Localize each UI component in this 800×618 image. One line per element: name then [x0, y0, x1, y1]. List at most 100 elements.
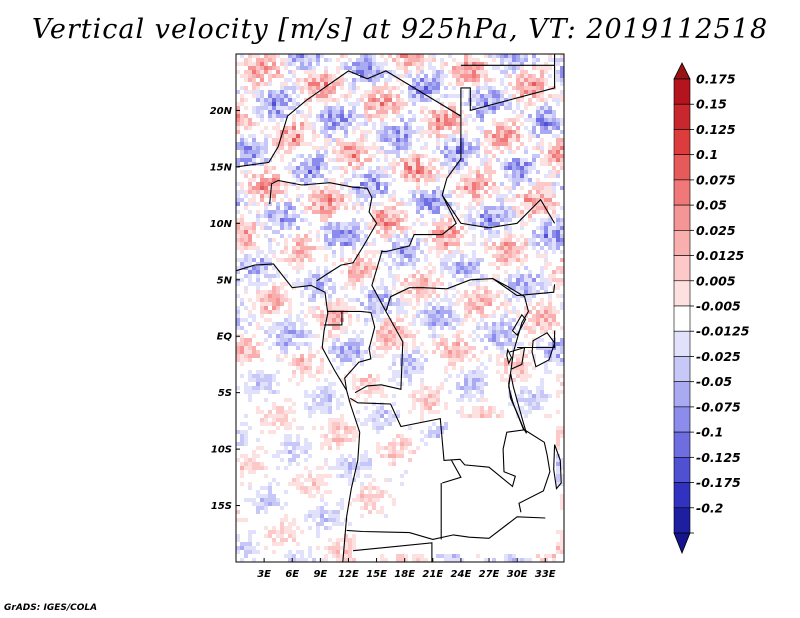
field-cell: [340, 462, 344, 466]
field-cell: [276, 502, 280, 506]
field-cell: [500, 214, 504, 218]
field-cell: [516, 254, 520, 258]
field-cell: [288, 462, 292, 466]
field-cell: [436, 230, 440, 234]
field-cell: [476, 138, 480, 142]
field-cell: [484, 334, 488, 338]
field-cell: [408, 190, 412, 194]
field-cell: [256, 122, 260, 126]
field-cell: [260, 190, 264, 194]
field-cell: [424, 398, 428, 402]
field-cell: [284, 526, 288, 530]
field-cell: [332, 202, 336, 206]
field-cell: [540, 254, 544, 258]
field-cell: [324, 258, 328, 262]
field-cell: [280, 146, 284, 150]
field-cell: [328, 370, 332, 374]
field-cell: [460, 254, 464, 258]
field-cell: [428, 274, 432, 278]
field-cell: [380, 506, 384, 510]
field-cell: [436, 386, 440, 390]
field-cell: [400, 210, 404, 214]
field-cell: [472, 138, 476, 142]
field-cell: [340, 114, 344, 118]
field-cell: [264, 474, 268, 478]
field-cell: [416, 198, 420, 202]
field-cell: [328, 438, 332, 442]
field-cell: [324, 82, 328, 86]
field-cell: [272, 174, 276, 178]
field-cell: [516, 206, 520, 210]
field-cell: [540, 322, 544, 326]
field-cell: [368, 474, 372, 478]
field-cell: [436, 234, 440, 238]
field-cell: [380, 134, 384, 138]
field-cell: [244, 290, 248, 294]
field-cell: [512, 210, 516, 214]
field-cell: [512, 186, 516, 190]
field-cell: [416, 130, 420, 134]
field-cell: [244, 454, 248, 458]
field-cell: [436, 70, 440, 74]
field-cell: [460, 118, 464, 122]
field-cell: [308, 374, 312, 378]
field-cell: [524, 278, 528, 282]
field-cell: [332, 158, 336, 162]
field-cell: [368, 106, 372, 110]
field-cell: [412, 254, 416, 258]
field-cell: [384, 214, 388, 218]
field-cell: [460, 294, 464, 298]
field-cell: [296, 258, 300, 262]
field-cell: [548, 86, 552, 90]
field-cell: [344, 154, 348, 158]
field-cell: [452, 74, 456, 78]
field-cell: [464, 62, 468, 66]
field-cell: [324, 130, 328, 134]
field-cell: [300, 490, 304, 494]
field-cell: [416, 246, 420, 250]
field-cell: [556, 434, 560, 438]
field-cell: [316, 238, 320, 242]
field-cell: [508, 186, 512, 190]
field-cell: [368, 498, 372, 502]
field-cell: [236, 546, 240, 550]
field-cell: [340, 182, 344, 186]
field-cell: [352, 190, 356, 194]
field-cell: [328, 278, 332, 282]
field-cell: [340, 198, 344, 202]
field-cell: [244, 202, 248, 206]
field-cell: [244, 78, 248, 82]
field-cell: [548, 274, 552, 278]
field-cell: [376, 306, 380, 310]
field-cell: [468, 346, 472, 350]
field-cell: [292, 130, 296, 134]
field-cell: [344, 78, 348, 82]
field-cell: [284, 422, 288, 426]
field-cell: [384, 342, 388, 346]
field-cell: [356, 266, 360, 270]
field-cell: [396, 450, 400, 454]
field-cell: [300, 138, 304, 142]
field-cell: [448, 238, 452, 242]
field-cell: [508, 62, 512, 66]
field-cell: [336, 198, 340, 202]
field-cell: [272, 494, 276, 498]
field-cell: [308, 410, 312, 414]
field-cell: [296, 238, 300, 242]
field-cell: [284, 258, 288, 262]
field-cell: [372, 266, 376, 270]
field-cell: [292, 158, 296, 162]
field-cell: [500, 78, 504, 82]
field-cell: [240, 102, 244, 106]
field-cell: [252, 134, 256, 138]
field-cell: [548, 302, 552, 306]
field-cell: [240, 518, 244, 522]
field-cell: [520, 82, 524, 86]
field-cell: [380, 510, 384, 514]
field-cell: [284, 78, 288, 82]
field-cell: [408, 166, 412, 170]
field-cell: [540, 302, 544, 306]
field-cell: [348, 142, 352, 146]
field-cell: [500, 58, 504, 62]
field-cell: [480, 202, 484, 206]
